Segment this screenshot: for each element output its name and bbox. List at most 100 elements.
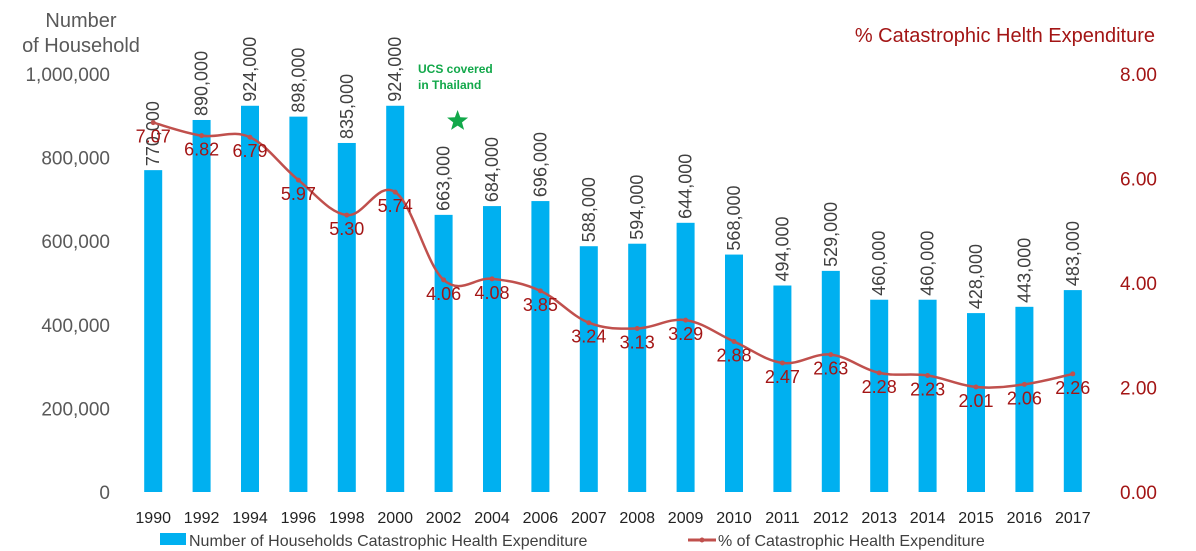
bar xyxy=(579,246,598,492)
line-point xyxy=(1070,371,1076,377)
x-tick-label: 2014 xyxy=(910,510,946,527)
line-series xyxy=(150,120,1076,390)
y-left-axis: 0 200,000 400,000 600,000 800,000 1,000,000 xyxy=(25,65,110,504)
annotation-line2: in Thailand xyxy=(418,78,481,92)
y-right-tick-label: 6.00 xyxy=(1120,170,1157,191)
x-tick-label: 2008 xyxy=(619,510,655,527)
bar xyxy=(821,270,840,492)
bar-series xyxy=(144,105,1082,493)
bar xyxy=(144,170,163,492)
legend-bar-swatch xyxy=(160,533,186,545)
x-tick-label: 1996 xyxy=(281,510,317,527)
line-point xyxy=(247,134,253,140)
bar xyxy=(1015,306,1034,492)
bar xyxy=(434,214,453,492)
y-left-tick-label: 200,000 xyxy=(41,399,110,420)
line-value-label: 2.26 xyxy=(1055,378,1090,398)
annotation-line1: UCS covered xyxy=(418,62,493,76)
line-point xyxy=(876,370,882,376)
bar xyxy=(870,299,889,492)
bar-value-label: 770,000 xyxy=(143,101,163,166)
y-left-title-line1: Number xyxy=(45,10,116,32)
x-tick-label: 2000 xyxy=(377,510,413,527)
bar xyxy=(773,285,792,492)
bar-value-label: 594,000 xyxy=(627,175,647,240)
bar xyxy=(483,206,501,492)
line-path xyxy=(152,121,1074,389)
line-point xyxy=(683,317,689,323)
x-tick-label: 2015 xyxy=(958,510,994,527)
y-left-tick-label: 600,000 xyxy=(41,232,110,253)
bar xyxy=(918,299,937,492)
bar-labels: 770,000 890,000 924,000 898,000 835,000 924,0… xyxy=(143,37,1083,309)
legend-bar-label: Number of Households Catastrophic Health… xyxy=(189,533,588,550)
bar-value-label: 443,000 xyxy=(1014,238,1034,303)
line-point xyxy=(731,339,737,345)
y-left-tick-label: 800,000 xyxy=(41,149,110,170)
y-right-tick-label: 0.00 xyxy=(1120,483,1157,504)
line-labels: 7.07 6.82 6.79 5.97 5.30 5.74 4.06 4.08 3.85 3.24… xyxy=(136,127,1091,411)
y-right-tick-label: 8.00 xyxy=(1120,65,1157,86)
line-point xyxy=(779,360,785,366)
bar-value-label: 898,000 xyxy=(288,48,308,113)
bar-value-label: 684,000 xyxy=(482,137,502,202)
bar-value-label: 663,000 xyxy=(434,146,454,211)
x-tick-label: 2006 xyxy=(523,510,559,527)
line-point xyxy=(199,133,205,139)
y-right-title: % Catastrophic Helth Expenditure xyxy=(855,25,1155,47)
bar-value-label: 835,000 xyxy=(337,74,357,139)
line-point xyxy=(925,372,931,378)
bar-value-label: 428,000 xyxy=(966,244,986,309)
x-tick-label: 2016 xyxy=(1007,510,1043,527)
x-tick-label: 2009 xyxy=(668,510,704,527)
legend-line-marker xyxy=(699,537,705,543)
line-point xyxy=(586,320,592,326)
bar xyxy=(676,222,695,493)
line-value-label: 3.24 xyxy=(571,327,606,347)
y-right-tick-label: 2.00 xyxy=(1120,379,1157,400)
line-point xyxy=(973,384,979,390)
line-value-label: 4.08 xyxy=(474,283,509,303)
x-tick-label: 1998 xyxy=(329,510,365,527)
line-value-label: 5.97 xyxy=(281,184,316,204)
line-point xyxy=(295,177,301,183)
line-value-label: 4.06 xyxy=(426,284,461,304)
x-tick-label: 2013 xyxy=(861,510,897,527)
x-tick-label: 2002 xyxy=(426,510,462,527)
y-left-tick-label: 0 xyxy=(99,483,110,504)
x-tick-label: 2017 xyxy=(1055,510,1091,527)
line-point xyxy=(537,288,543,294)
bar xyxy=(725,254,743,492)
line-value-label: 2.28 xyxy=(862,377,897,397)
x-axis: 1990 1992 1994 1996 1998 2000 2002 2004 2006 2007… xyxy=(135,510,1090,527)
x-tick-label: 2011 xyxy=(765,510,800,527)
line-value-label: 6.82 xyxy=(184,140,219,160)
bar xyxy=(337,142,356,492)
bar-value-label: 529,000 xyxy=(821,202,841,267)
x-tick-label: 2012 xyxy=(813,510,849,527)
line-point xyxy=(441,277,447,283)
line-point xyxy=(344,212,350,218)
y-right-tick-label: 4.00 xyxy=(1120,274,1157,295)
line-point xyxy=(489,276,495,282)
line-point xyxy=(1021,381,1027,387)
bar xyxy=(289,116,308,493)
line-point xyxy=(150,120,156,126)
bar-value-label: 924,000 xyxy=(240,37,260,102)
x-tick-label: 1992 xyxy=(184,510,220,527)
bar-value-label: 924,000 xyxy=(385,37,405,102)
star-icon xyxy=(447,110,469,130)
line-value-label: 5.74 xyxy=(378,196,413,216)
bar xyxy=(1063,290,1082,492)
line-value-label: 3.13 xyxy=(620,332,655,352)
bar-value-label: 588,000 xyxy=(579,177,599,242)
bar xyxy=(192,119,211,492)
line-value-label: 2.01 xyxy=(958,391,993,411)
line-value-label: 6.79 xyxy=(232,141,267,161)
y-left-tick-label: 1,000,000 xyxy=(25,65,110,86)
y-left-title-line2: of Household xyxy=(22,35,140,57)
line-value-label: 2.88 xyxy=(716,346,751,366)
line-value-label: 2.47 xyxy=(765,367,800,387)
bar-value-label: 568,000 xyxy=(724,185,744,250)
